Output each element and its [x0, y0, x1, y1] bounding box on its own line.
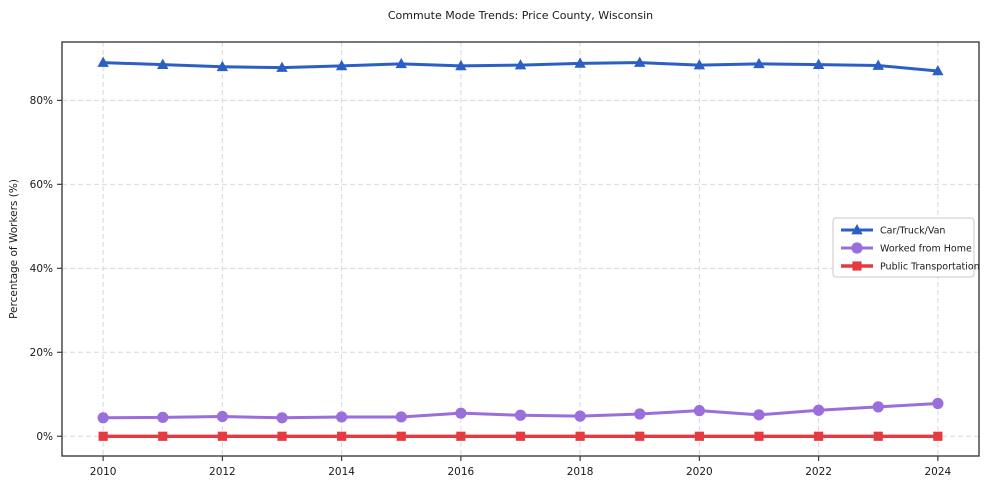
series-car-truck-van: [97, 56, 944, 76]
series-public-transportation-marker-2021: [754, 431, 764, 441]
series-public-transportation-marker-2019: [635, 431, 645, 441]
series-worked-from-home-marker-2024: [932, 397, 944, 410]
series-worked-from-home: [97, 397, 944, 424]
legend-square-icon: [852, 261, 862, 271]
series-car-truck-van-marker-2016: [455, 59, 467, 71]
series-car-truck-van-marker-2010: [97, 56, 109, 67]
x-tick-label-2024: 2024: [924, 466, 951, 478]
series-public-transportation-marker-2016: [456, 431, 466, 441]
series-public-transportation-marker-2022: [814, 431, 824, 441]
series-car-truck-van-marker-2023: [872, 59, 884, 70]
series-worked-from-home-marker-2013: [276, 412, 288, 424]
y-tick-label-60: 60%: [30, 179, 53, 191]
legend-label-worked-from-home: Worked from Home: [880, 243, 972, 254]
series-public-transportation-marker-2011: [158, 431, 168, 441]
series-worked-from-home-marker-2020: [693, 405, 705, 417]
series-car-truck-van-marker-2011: [157, 58, 169, 69]
series-public-transportation-marker-2023: [873, 431, 883, 441]
series-worked-from-home-marker-2022: [813, 404, 825, 416]
series-worked-from-home-marker-2015: [395, 411, 407, 423]
series-car-truck-van-marker-2015: [395, 57, 407, 69]
series-public-transportation: [98, 431, 943, 441]
series-car-truck-van-marker-2017: [514, 59, 527, 70]
series-car-truck-van-marker-2018: [574, 57, 586, 68]
y-tick-label-40: 40%: [30, 263, 53, 275]
legend: Car/Truck/Van Worked from Home Public Tran…: [832, 217, 980, 278]
series-worked-from-home-marker-2010: [97, 412, 109, 424]
series-worked-from-home-marker-2017: [514, 409, 527, 421]
legend-box: [832, 217, 975, 278]
series-car-truck-van-marker-2019: [634, 56, 646, 67]
x-tick-label-2022: 2022: [805, 466, 832, 478]
series-public-transportation-marker-2010: [98, 431, 108, 441]
legend-entry-worked-from-home: Worked from Home: [841, 242, 972, 254]
series-car-truck-van-marker-2012: [216, 60, 229, 72]
legend-circle-icon: [851, 242, 863, 254]
series-car-truck-van-marker-2021: [753, 57, 765, 69]
series-worked-from-home-marker-2016: [455, 407, 467, 419]
x-tick-label-2010: 2010: [90, 466, 117, 478]
y-tick-label-80: 80%: [30, 95, 53, 107]
x-tick-label-2018: 2018: [567, 466, 594, 478]
x-tick-label-2016: 2016: [448, 466, 475, 478]
series-public-transportation-marker-2012: [217, 431, 227, 441]
y-tick-label-20: 20%: [30, 347, 53, 359]
series-worked-from-home-marker-2011: [157, 411, 169, 423]
legend-entry-car-truck-van: Car/Truck/Van: [841, 224, 945, 236]
series-car-truck-van-marker-2013: [276, 61, 288, 72]
series-worked-from-home-marker-2021: [753, 409, 765, 421]
series-car-truck-van-marker-2014: [335, 59, 348, 71]
series-public-transportation-marker-2017: [515, 431, 526, 441]
series-public-transportation-marker-2014: [337, 431, 347, 441]
series-public-transportation-marker-2015: [396, 431, 406, 441]
series-car-truck-van-marker-2020: [693, 59, 706, 70]
x-tick-label-2012: 2012: [209, 466, 236, 478]
y-tick-label-0: 0%: [36, 431, 53, 443]
series-worked-from-home-marker-2019: [634, 408, 646, 420]
series-worked-from-home-marker-2023: [872, 401, 884, 413]
series-public-transportation-marker-2013: [277, 431, 287, 441]
series-public-transportation-marker-2024: [933, 431, 943, 441]
legend-triangle-icon: [851, 224, 863, 235]
chart-title: Commute Mode Trends: Price County, Wisco…: [387, 9, 654, 22]
legend-label-car-truck-van: Car/Truck/Van: [880, 225, 945, 236]
series-car-truck-van-marker-2022: [812, 58, 825, 69]
series-public-transportation-marker-2018: [575, 431, 585, 441]
legend-entry-public-transportation: Public Transportation: [841, 261, 980, 272]
axes-frame: [61, 41, 980, 457]
series-worked-from-home-marker-2018: [574, 410, 586, 422]
x-tick-label-2014: 2014: [328, 466, 355, 478]
series-car-truck-van-marker-2024: [932, 64, 944, 76]
series-worked-from-home-marker-2014: [336, 411, 348, 423]
legend-label-public-transportation: Public Transportation: [880, 261, 980, 272]
series-worked-from-home-marker-2012: [216, 410, 228, 423]
series-public-transportation-marker-2020: [694, 431, 704, 441]
x-tick-label-2020: 2020: [686, 466, 713, 478]
